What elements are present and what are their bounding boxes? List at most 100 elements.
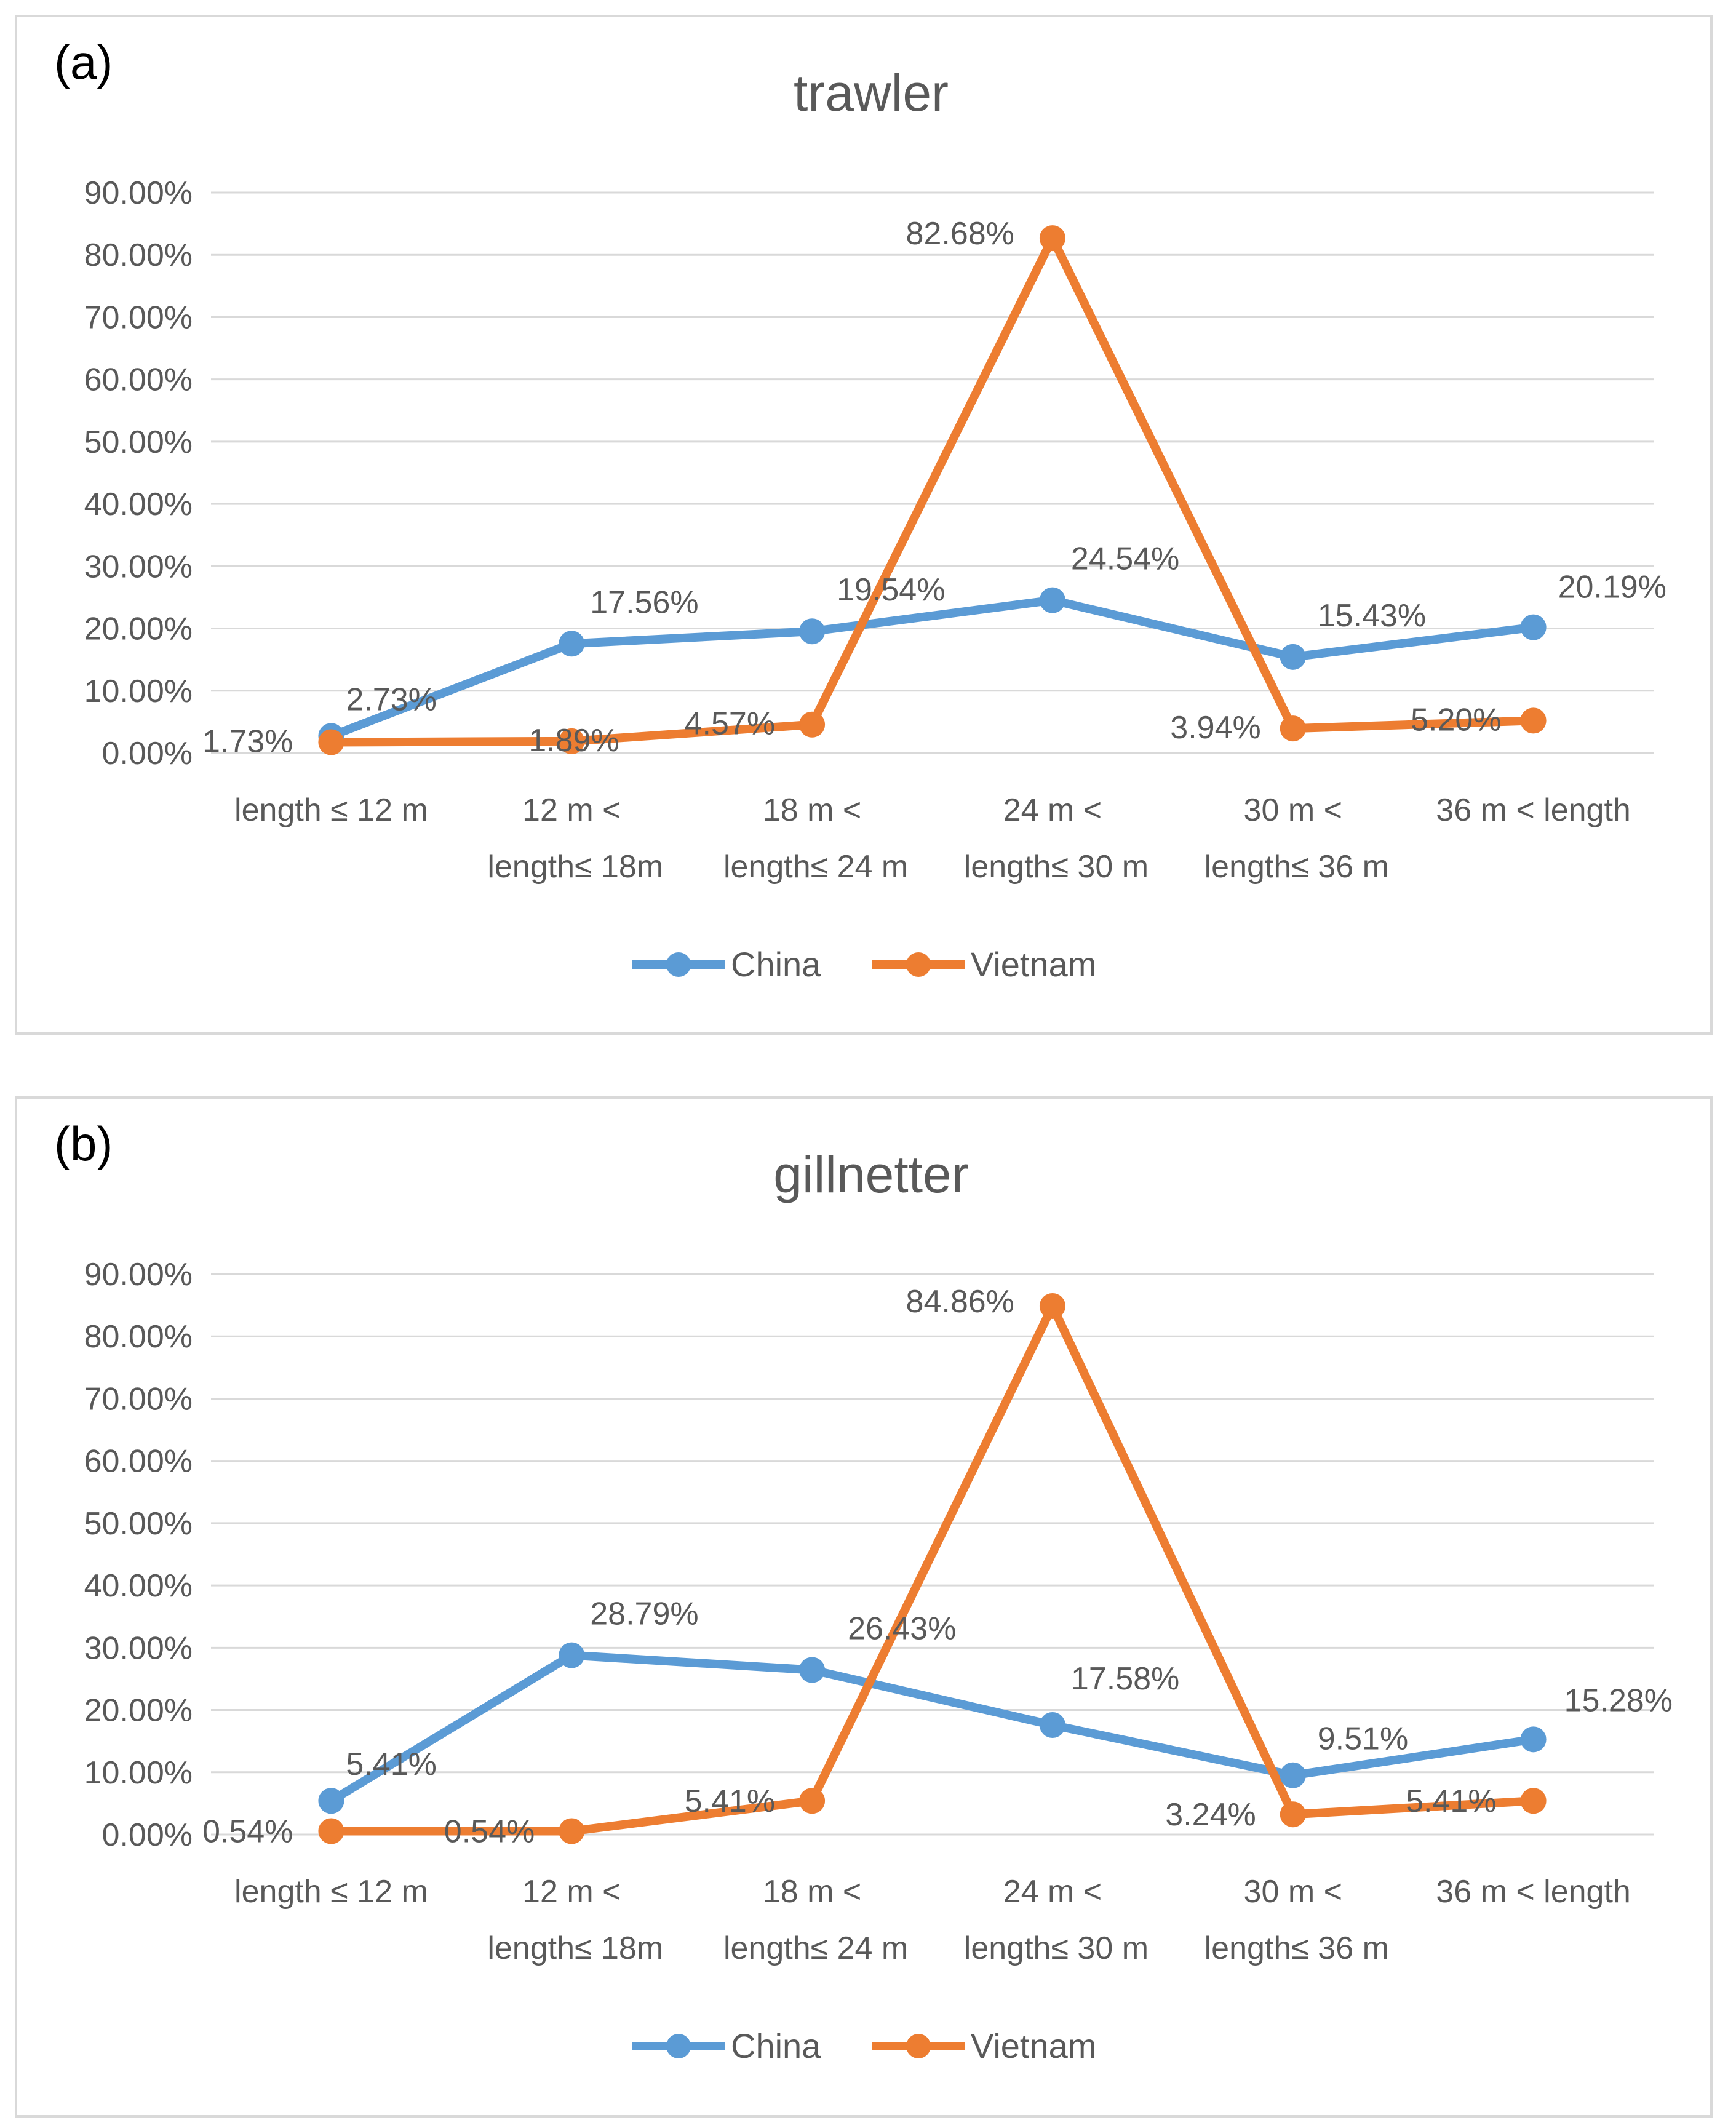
data-label-china: 5.41% xyxy=(346,1747,436,1782)
y-tick-label: 50.00% xyxy=(84,1506,193,1542)
data-label-china: 2.73% xyxy=(346,682,436,717)
data-point-vietnam xyxy=(1039,225,1065,252)
x-category-label: length≤ 18m xyxy=(487,1931,663,1966)
panel-label: (a) xyxy=(54,35,113,89)
x-category-label: length≤ 30 m xyxy=(964,849,1149,885)
data-label-vietnam: 3.94% xyxy=(1170,710,1260,746)
y-tick-label: 20.00% xyxy=(84,612,193,647)
y-tick-label: 90.00% xyxy=(84,1257,193,1293)
data-point-vietnam xyxy=(1520,1788,1547,1814)
x-category-label: length ≤ 12 m xyxy=(234,792,428,828)
legend-marker-icon xyxy=(666,952,691,977)
x-category-label: 12 m < xyxy=(522,1874,621,1910)
x-category-label: length≤ 18m xyxy=(487,849,663,885)
data-label-vietnam: 0.54% xyxy=(202,1814,293,1850)
data-label-china: 26.43% xyxy=(848,1611,956,1646)
data-point-vietnam xyxy=(1280,1801,1306,1828)
legend-label-vietnam: Vietnam xyxy=(971,2026,1096,2065)
x-category-label: length ≤ 12 m xyxy=(234,1874,428,1910)
x-category-label: 36 m < length xyxy=(1436,1874,1631,1910)
data-label-vietnam: 5.41% xyxy=(1406,1783,1496,1819)
data-point-china xyxy=(1520,1726,1547,1753)
data-point-china xyxy=(559,631,585,657)
series-line-vietnam xyxy=(327,234,1538,747)
x-category-label: 24 m < xyxy=(1003,1874,1102,1910)
data-point-china xyxy=(1280,644,1306,670)
x-category-label: length≤ 24 m xyxy=(723,849,908,885)
y-tick-label: 0.00% xyxy=(102,736,193,771)
series-line-china xyxy=(327,1651,1538,1806)
data-point-china xyxy=(559,1642,585,1668)
data-label-china: 24.54% xyxy=(1071,541,1179,577)
y-tick-label: 30.00% xyxy=(84,1630,193,1666)
data-label-china: 28.79% xyxy=(590,1596,698,1632)
legend-marker-icon xyxy=(906,2034,931,2058)
x-category-label: 24 m < xyxy=(1003,792,1102,828)
x-category-label: 36 m < length xyxy=(1436,792,1631,828)
x-category-label: 18 m < xyxy=(763,792,861,828)
y-tick-label: 0.00% xyxy=(102,1817,193,1853)
series-line-china xyxy=(327,596,1538,741)
y-tick-label: 10.00% xyxy=(84,674,193,709)
data-label-china: 19.54% xyxy=(837,572,945,608)
data-point-china xyxy=(1280,1762,1306,1788)
data-label-vietnam: 5.41% xyxy=(685,1783,775,1819)
data-point-china xyxy=(799,618,826,645)
data-point-china xyxy=(1520,614,1547,640)
data-point-china xyxy=(799,1657,826,1683)
x-category-label: 12 m < xyxy=(522,792,621,828)
y-tick-label: 70.00% xyxy=(84,300,193,335)
legend-label-vietnam: Vietnam xyxy=(971,945,1096,984)
y-tick-label: 90.00% xyxy=(84,175,193,211)
data-label-china: 15.43% xyxy=(1318,598,1426,634)
data-point-vietnam xyxy=(318,1818,344,1844)
y-tick-label: 40.00% xyxy=(84,487,193,522)
data-label-vietnam: 82.68% xyxy=(906,216,1014,252)
data-label-vietnam: 1.89% xyxy=(528,723,619,759)
x-category-label: length≤ 30 m xyxy=(964,1931,1149,1966)
y-tick-label: 60.00% xyxy=(84,362,193,398)
data-label-vietnam: 84.86% xyxy=(906,1284,1014,1320)
data-label-china: 9.51% xyxy=(1318,1721,1408,1757)
y-tick-label: 80.00% xyxy=(84,237,193,273)
x-category-label: length≤ 24 m xyxy=(723,1931,908,1966)
x-category-label: length≤ 36 m xyxy=(1204,1931,1389,1966)
series-line-vietnam xyxy=(327,1302,1538,1836)
legend-label-china: China xyxy=(731,945,821,984)
chart-gillnetter: (b) gillnetter 0.00% 10.00% 20.00% 30.00% 40.0… xyxy=(54,1117,1673,2065)
y-tick-label: 20.00% xyxy=(84,1693,193,1729)
data-point-china xyxy=(318,1788,344,1814)
data-point-china xyxy=(1039,1712,1065,1739)
data-label-vietnam: 3.24% xyxy=(1165,1797,1256,1833)
chart-panel-trawler: (a) trawler 0.00% 10.00% 20.00% 30.00% 40.00% 5… xyxy=(15,15,1713,1035)
data-label-china: 17.56% xyxy=(590,584,698,620)
data-point-vietnam xyxy=(318,729,344,755)
chart-title: gillnetter xyxy=(773,1146,969,1203)
x-category-label: 30 m < xyxy=(1244,1874,1342,1910)
chart-trawler: (a) trawler 0.00% 10.00% 20.00% 30.00% 40.00% 5… xyxy=(54,35,1666,984)
data-label-vietnam: 0.54% xyxy=(444,1814,535,1850)
y-tick-label: 10.00% xyxy=(84,1755,193,1791)
legend-marker-icon xyxy=(666,2034,691,2058)
legend-label-china: China xyxy=(731,2026,821,2065)
chart-title: trawler xyxy=(794,64,949,122)
legend-marker-icon xyxy=(906,952,931,977)
x-category-label: length≤ 36 m xyxy=(1204,849,1389,885)
data-label-vietnam: 5.20% xyxy=(1411,702,1501,738)
panel-label: (b) xyxy=(54,1117,113,1171)
x-category-label: 30 m < xyxy=(1244,792,1342,828)
data-label-china: 20.19% xyxy=(1558,570,1666,605)
data-point-china xyxy=(1039,587,1065,613)
data-label-vietnam: 4.57% xyxy=(685,706,775,742)
y-tick-label: 60.00% xyxy=(84,1444,193,1480)
data-point-vietnam xyxy=(799,1788,826,1814)
data-point-vietnam xyxy=(1280,715,1306,742)
chart-panel-gillnetter: (b) gillnetter 0.00% 10.00% 20.00% 30.00% 40.0… xyxy=(15,1096,1713,2118)
y-tick-label: 70.00% xyxy=(84,1381,193,1417)
data-point-vietnam xyxy=(559,728,585,754)
data-point-vietnam xyxy=(559,1818,585,1844)
data-point-vietnam xyxy=(1039,1293,1065,1320)
data-label-china: 17.58% xyxy=(1071,1661,1179,1697)
y-tick-label: 50.00% xyxy=(84,424,193,460)
y-tick-label: 30.00% xyxy=(84,549,193,584)
